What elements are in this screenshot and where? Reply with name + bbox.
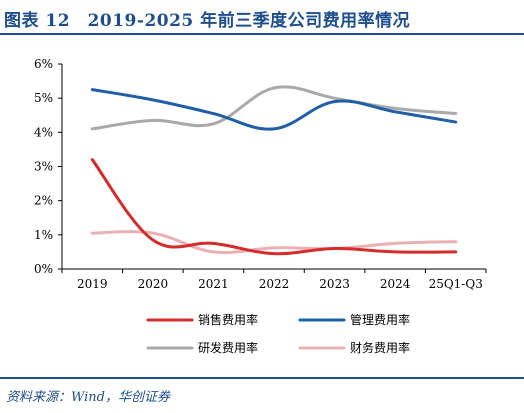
y-tick-label: 6% [34, 57, 53, 71]
y-tick-label: 0% [34, 262, 53, 276]
legend-label: 销售费用率 [198, 312, 258, 327]
x-tick-label: 2022 [259, 277, 290, 291]
legend-label: 财务费用率 [350, 340, 410, 355]
chart-axes: 0% 1% 2% 3% 4% 5% 6% 2019 2020 2021 2022 2023 2024 25… [34, 57, 487, 291]
source-note: 资料来源：Wind，华创证券 [6, 390, 170, 405]
x-tick-label: 2019 [77, 277, 108, 291]
title-divider [0, 33, 524, 35]
chart-title: 图表 12 2019-2025 年前三季度公司费用率情况 [4, 11, 411, 31]
line-chart: 0% 1% 2% 3% 4% 5% 6% 2019 2020 2021 2022 2023 2024 25… [34, 57, 487, 355]
footer-divider [0, 377, 524, 379]
y-tick-label: 4% [34, 125, 53, 139]
y-tick-label: 3% [34, 160, 53, 174]
chart-area: 0% 1% 2% 3% 4% 5% 6% 2019 2020 2021 2022 2023 2024 25… [0, 36, 524, 374]
title-bar: 图表 12 2019-2025 年前三季度公司费用率情况 [0, 0, 524, 35]
legend-label: 研发费用率 [198, 340, 258, 355]
x-tick-label: 2020 [138, 277, 169, 291]
y-tick-label: 5% [34, 91, 53, 105]
series-line-2 [90, 85, 458, 131]
chart-series [90, 85, 458, 256]
series-line-0 [90, 158, 458, 256]
y-tick-label: 1% [34, 228, 53, 242]
legend-label: 管理费用率 [350, 312, 410, 327]
x-tick-label: 2024 [380, 277, 411, 291]
series-line-3 [90, 230, 458, 255]
series-line-1 [90, 88, 458, 131]
x-tick-label: 2021 [198, 277, 229, 291]
x-tick-label: 25Q1-Q3 [429, 277, 483, 291]
x-tick-label: 2023 [319, 277, 350, 291]
y-tick-label: 2% [34, 194, 53, 208]
